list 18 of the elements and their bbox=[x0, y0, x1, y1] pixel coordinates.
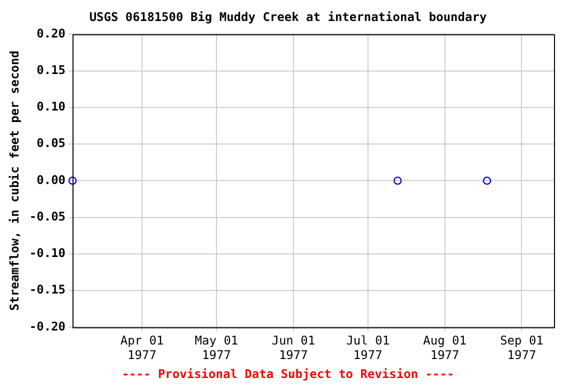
text: ---- Provisional Data Subject to Revision ---- bbox=[120, 367, 456, 381]
y-tick-label: -0.20 bbox=[29, 319, 66, 334]
y-tick-label: -0.15 bbox=[29, 282, 66, 297]
x-tick-label: Jul 01 1977 bbox=[346, 334, 390, 362]
y-tick-label: 0.20 bbox=[36, 26, 66, 40]
y-tick-label: -0.05 bbox=[29, 209, 66, 224]
y-tick-label: 0.00 bbox=[36, 172, 66, 187]
y-axis-title: Streamflow, in cubic feet per second bbox=[7, 50, 22, 311]
y-tick-label: 0.10 bbox=[36, 100, 66, 114]
y-tick-label: -0.10 bbox=[29, 246, 66, 260]
x-tick-label: Aug 01 1977 bbox=[423, 334, 466, 362]
x-tick-label: Apr 01 1977 bbox=[120, 334, 164, 362]
y-tick-label: 0.05 bbox=[36, 136, 66, 150]
x-tick-label: May 01 1977 bbox=[194, 334, 238, 362]
x-tick-label: Jun 01 1977 bbox=[272, 334, 316, 362]
x-tick-label: Sep 01 1977 bbox=[500, 334, 544, 362]
y-tick-label: 0.15 bbox=[36, 62, 66, 77]
chart-title: USGS 06181500 Big Muddy Creek at international boundary bbox=[88, 10, 488, 24]
